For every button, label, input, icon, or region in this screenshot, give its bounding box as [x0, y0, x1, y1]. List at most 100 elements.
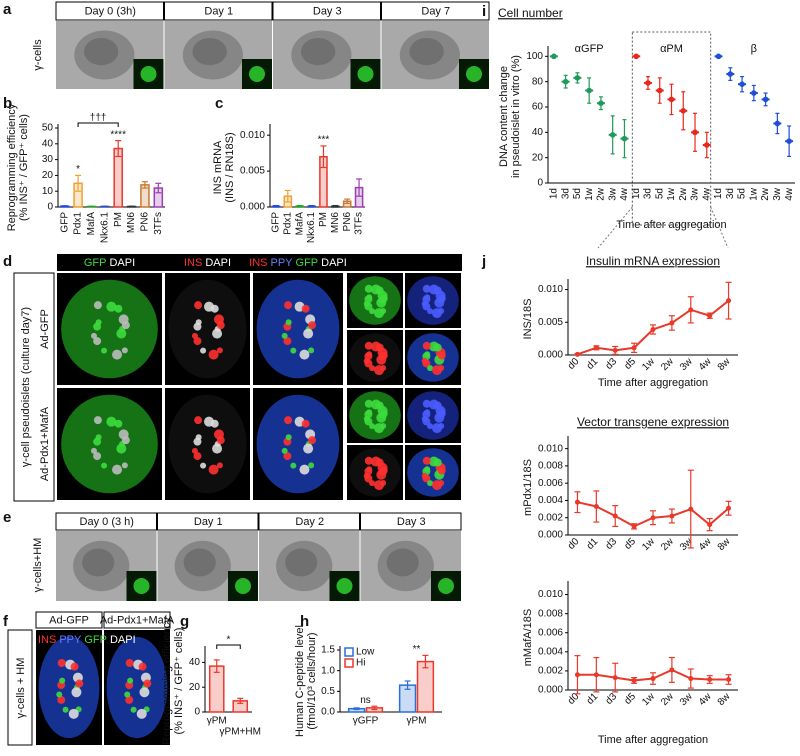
nucleus [301, 304, 310, 313]
y-axis-label: Reprogramming efficiency [161, 617, 173, 745]
nucleus [363, 300, 370, 307]
x-tick-label: d1 [585, 691, 601, 707]
nucleus [136, 708, 147, 719]
nucleus [308, 436, 317, 445]
x-tick-label: 4w [697, 356, 714, 373]
annotation: ††† [90, 113, 107, 124]
x-tick-label: GFP [271, 212, 282, 233]
nucleus [95, 434, 102, 441]
nucleus [427, 423, 434, 430]
nucleus [194, 301, 203, 310]
x-axis-label: Time after aggregation [598, 377, 708, 389]
cell-cluster [192, 38, 227, 66]
x-tick-label: PM [113, 212, 124, 227]
y-tick-label: 10 [42, 186, 54, 197]
nucleus [191, 447, 198, 454]
nucleus [427, 365, 434, 372]
x-tick-label: 3w [678, 536, 695, 553]
pseudoislet [61, 394, 158, 494]
nucleus [433, 401, 442, 410]
y-axis-label: (% INS⁺ / GFP⁺ cells) [173, 628, 185, 735]
inset-signal [357, 66, 374, 82]
x-tick-label: 4w [619, 187, 630, 201]
x-tick-label: 1w [640, 536, 657, 553]
point [574, 672, 580, 678]
stain-label: INS DAPI [184, 257, 231, 269]
nucleus [212, 443, 223, 454]
dot [727, 71, 734, 77]
x-tick-label: 1d [549, 188, 560, 199]
bar [113, 147, 123, 208]
nucleus [366, 294, 373, 301]
nucleus [433, 458, 442, 467]
row-label: Ad-Pdx1+MafA [39, 406, 51, 481]
x-tick-label: 2w [678, 187, 689, 201]
nucleus [433, 343, 442, 352]
nucleus [374, 365, 385, 376]
x-tick-label: GFP [59, 212, 70, 233]
nucleus [432, 480, 443, 491]
x-tick-label: 5d [572, 188, 583, 199]
cell-cluster [83, 38, 119, 66]
y-axis-label: (% INS⁺ / GFP⁺ cells) [18, 114, 30, 221]
x-tick-label: 3w [772, 187, 783, 201]
y-tick-label: 60 [532, 102, 544, 113]
point [612, 347, 618, 353]
x-tick-label: 3TFs [153, 212, 164, 235]
stain-label: INS PPY GFP DAPI [38, 634, 136, 646]
nucleus [422, 399, 431, 408]
nucleus [374, 480, 385, 491]
dot [668, 96, 675, 103]
stain-word: DAPI [109, 257, 135, 269]
nucleus [285, 319, 292, 326]
point [669, 320, 675, 326]
y-tick-label: 0.0 [321, 707, 335, 718]
stain-label: GFP DAPI [84, 257, 135, 269]
nucleus [106, 301, 117, 312]
x-tick-label: 3w [607, 187, 618, 201]
side-box [13, 272, 55, 502]
dot [562, 78, 569, 85]
nucleus [422, 341, 431, 350]
nucleus [364, 341, 373, 350]
chart-title: Insulin mRNA expression [586, 254, 720, 268]
panel-label: j [481, 253, 486, 270]
nucleus [121, 462, 128, 469]
nucleus [62, 706, 69, 713]
y-axis-label: INS mRNA [212, 140, 224, 194]
y-axis-label: mMafA/18S [522, 609, 534, 666]
nucleus [210, 419, 219, 428]
nucleus [200, 347, 207, 354]
pseudoislet [349, 391, 401, 440]
x-tick-label: 1w [584, 187, 595, 201]
point [726, 505, 732, 511]
nucleus [285, 434, 292, 441]
panel-label: f [3, 613, 9, 630]
annotation: * [76, 164, 80, 175]
side-label: γ-cells [32, 39, 44, 71]
y-tick-label: 100 [526, 51, 543, 62]
point [574, 351, 580, 357]
nucleus [422, 456, 431, 465]
x-tick-label: 3w [678, 691, 695, 708]
x-tick-label: 3d [643, 188, 654, 199]
x-tick-label: Nkx6.1 [99, 212, 110, 244]
header: Day 1 [204, 5, 233, 17]
x-tick-label: 2w [659, 536, 676, 553]
nucleus [424, 294, 431, 301]
nucleus [68, 708, 79, 719]
stain-word: DAPI [205, 257, 231, 269]
header-box [55, 1, 164, 21]
point [688, 676, 694, 682]
point [688, 307, 694, 313]
x-tick-label: d1 [585, 536, 601, 552]
y-tick-label: 0.008 [538, 608, 563, 619]
nucleus [366, 409, 373, 416]
group-label: αPM [660, 43, 683, 55]
group-label: αGFP [575, 43, 604, 55]
nucleus [121, 347, 128, 354]
y-axis-label: (INS / RN18S) [224, 132, 236, 202]
inset-signal [140, 66, 157, 82]
point [593, 345, 599, 351]
inset-signal [249, 66, 265, 82]
